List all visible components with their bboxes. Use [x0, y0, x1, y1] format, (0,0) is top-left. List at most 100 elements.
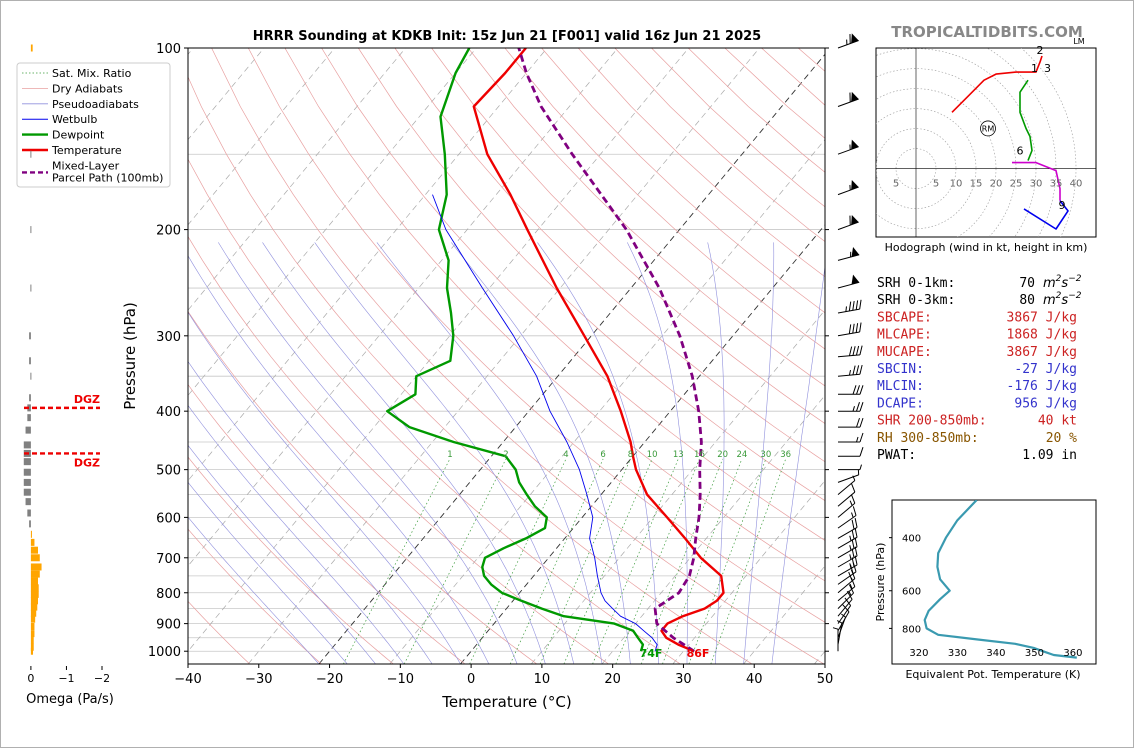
barb-half	[849, 184, 851, 191]
mixing-ratio-label: 2	[503, 450, 508, 460]
legend: Sat. Mix. Ratio Dry Adiabats Pseudoadiabat…	[16, 62, 171, 188]
mixing-ratio-label: 16	[694, 450, 705, 460]
dry-adiabat	[188, 528, 322, 664]
index-value: -27 J/kg	[1014, 362, 1077, 377]
barb-half	[850, 251, 852, 258]
dry-adiabat	[188, 158, 681, 664]
barb-staff	[837, 308, 860, 314]
barb-full	[859, 299, 862, 310]
barb-half	[856, 436, 859, 443]
pseudoadiabat	[743, 242, 775, 664]
omega-bar	[30, 226, 32, 234]
x-tick-label: −40	[174, 672, 201, 687]
pseudoadiabat	[188, 255, 490, 664]
wind-barb	[838, 447, 864, 457]
barb-pennant	[851, 91, 859, 102]
isotherm	[318, 53, 825, 664]
surface-dewpoint-label: 74F	[640, 647, 663, 660]
barb-staff	[837, 526, 858, 539]
wind-barb	[838, 402, 864, 412]
barb-full	[849, 215, 851, 226]
barb-full	[859, 345, 863, 355]
wind-barb	[837, 475, 856, 495]
omega-bar	[27, 509, 31, 517]
mixing-ratio-line	[662, 458, 743, 664]
barb-full	[859, 447, 864, 457]
wind-barb	[838, 385, 864, 395]
omega-bar	[30, 150, 32, 158]
mixing-ratio-label: 6	[600, 450, 605, 460]
index-label: MUCAPE:	[877, 345, 932, 360]
barb-staff	[837, 474, 859, 483]
pseudoadiabat	[188, 311, 461, 664]
barb-staff	[837, 146, 859, 155]
theta-e-xlabel: Equivalent Pot. Temperature (K)	[905, 668, 1080, 681]
mixing-ratio-line	[509, 458, 604, 664]
mixing-ratio-line	[403, 458, 507, 664]
chart-title: HRRR Sounding at KDKB Init: 15z Jun 21 […	[253, 29, 761, 44]
mixing-ratio-label: 13	[673, 450, 684, 460]
barb-full	[849, 92, 851, 103]
hodograph-segment	[1019, 79, 1033, 161]
skewt-axes-frame	[187, 47, 826, 665]
hodograph-ring-label: 5	[893, 179, 899, 190]
wind-barb	[837, 469, 860, 483]
hodograph-ring-label: 25	[1010, 179, 1023, 190]
skewt-xlabel: Temperature (°C)	[441, 693, 571, 711]
omega-bar	[25, 498, 31, 506]
temperature-line	[472, 48, 725, 653]
wind-barb	[837, 506, 857, 529]
omega-bar	[30, 577, 38, 585]
pseudoadiabat	[188, 481, 348, 664]
hodograph-panel: 5 5 10 15 20 25 30 35 40 RM LM 2 1 3 6 9 Hodograph (win…	[875, 37, 1097, 254]
legend-label: Dewpoint	[52, 129, 105, 142]
index-value: -176 J/kg	[1007, 379, 1077, 394]
pseudoadiabat	[188, 516, 320, 664]
mixing-ratio-label: 1	[447, 450, 452, 460]
wind-barb	[837, 555, 858, 577]
wind-barb	[837, 577, 856, 602]
pseudoadiabat	[188, 360, 433, 664]
omega-bar	[25, 426, 31, 434]
omega-xlabel: Omega (Pa/s)	[26, 692, 114, 707]
barb-full	[842, 604, 850, 613]
omega-bar	[30, 590, 39, 598]
barb-full	[859, 385, 864, 395]
omega-bar	[30, 563, 42, 571]
omega-bar	[30, 615, 36, 623]
barb-full	[846, 591, 853, 600]
barb-pennant	[851, 33, 859, 44]
dry-adiabat	[188, 456, 394, 664]
omega-bar	[30, 372, 32, 380]
barb-half	[849, 583, 853, 590]
dry-adiabat	[394, 48, 825, 463]
parcel-path-line	[517, 48, 703, 653]
wind-barb	[837, 546, 858, 568]
mixing-ratio-label: 10	[647, 450, 658, 460]
barb-half	[845, 306, 847, 312]
y-tick-label: 1000	[148, 645, 181, 660]
barb-staff	[837, 373, 860, 377]
barb-full	[859, 402, 864, 412]
wind-barb	[837, 604, 850, 632]
barb-full	[850, 494, 856, 504]
barb-half	[836, 620, 843, 624]
dry-adiabat	[247, 48, 825, 623]
mixing-ratio-line	[539, 458, 631, 664]
barb-full	[856, 402, 860, 412]
isotherm	[460, 224, 825, 664]
index-value: 3867 J/kg	[1007, 345, 1077, 360]
barb-half	[849, 500, 853, 506]
dry-adiabat	[431, 48, 825, 424]
y-tick-label: 500	[156, 464, 181, 479]
barb-half	[846, 39, 848, 45]
hodograph-ring-label: 40	[1070, 179, 1083, 190]
barb-full	[856, 417, 860, 428]
barb-full	[854, 527, 858, 538]
index-value: 70	[1019, 276, 1035, 291]
barb-staff	[837, 515, 857, 529]
dewpoint-line	[386, 48, 645, 652]
theta-e-y-tick-label: 400	[902, 534, 921, 545]
barb-staff	[837, 221, 859, 231]
barb-staff	[837, 564, 858, 577]
